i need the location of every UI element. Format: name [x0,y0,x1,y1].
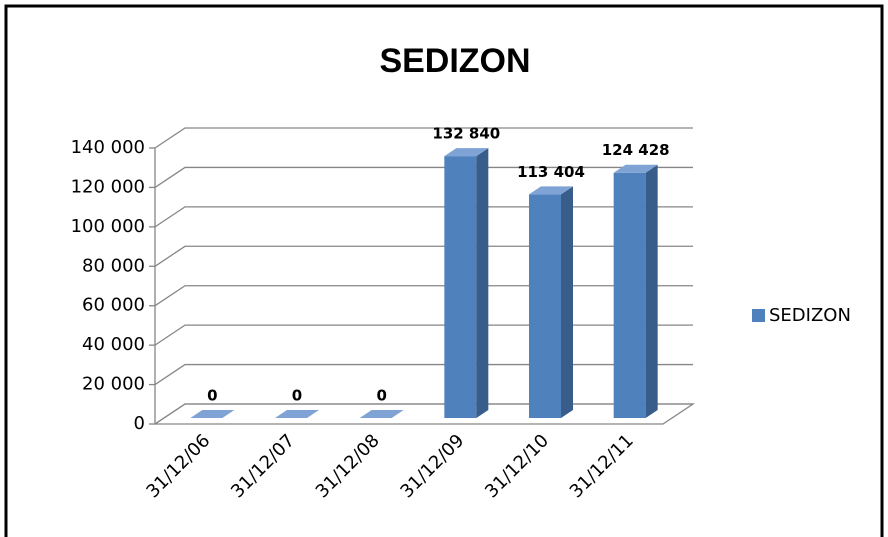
bar [359,410,404,418]
y-tick-label: 40 000 [82,334,145,355]
bar [190,410,235,418]
bar [275,410,319,418]
y-tick-label: 100 000 [71,216,145,237]
y-tick-label: 120 000 [71,176,145,197]
bar [444,148,489,419]
grid-line [154,363,693,386]
bar-top [613,164,658,173]
value-label: 132 840 [432,125,500,143]
legend-label: SEDIZON [769,305,851,326]
bar-top [190,410,235,418]
chart-title: SEDIZON [379,42,530,80]
y-tick-label: 80 000 [82,255,145,276]
bar-side [645,164,658,418]
grid-line [154,166,693,188]
y-tick-label: 140 000 [71,137,145,158]
bar-side [476,148,489,419]
bar-front [613,172,646,418]
value-label: 0 [207,387,217,405]
grid-line [154,245,693,267]
value-label: 124 428 [602,141,670,159]
grid-line [154,285,693,307]
value-label: 0 [376,387,386,405]
y-tick-label: 0 [134,413,145,434]
grid-line [154,324,693,346]
grid-line [154,206,693,228]
bar-front [529,194,561,418]
y-tick-label: 60 000 [82,295,145,316]
bar-top [444,148,489,157]
grid-line [154,127,693,149]
y-tick-label: 20 000 [82,374,145,395]
chart-frame [4,4,884,537]
bar [613,164,658,418]
bar-side [561,186,573,418]
bar-top [275,410,319,418]
value-label: 113 404 [517,163,585,181]
grid-line [154,403,693,425]
value-label: 0 [292,387,302,405]
legend-swatch [752,309,765,322]
bar-front [444,156,477,419]
bar-top [529,186,573,195]
bar [529,186,573,418]
bar-top [359,410,404,418]
